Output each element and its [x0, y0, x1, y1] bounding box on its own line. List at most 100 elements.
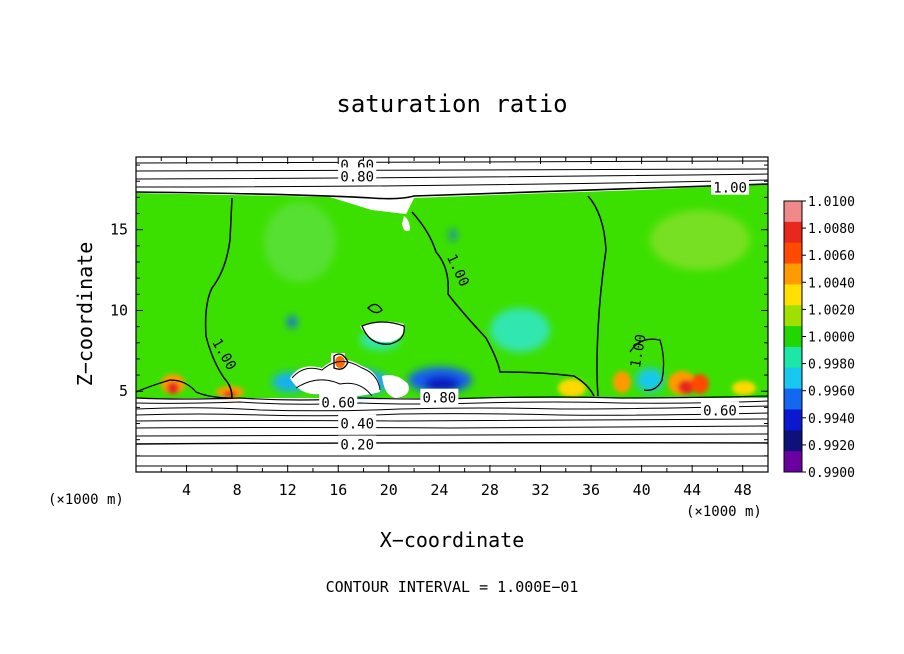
x-tick-label: 28	[481, 481, 499, 499]
colorbar-swatch	[784, 388, 802, 410]
contour-line	[136, 465, 768, 467]
contour-line	[136, 379, 233, 399]
x-tick-label: 12	[279, 481, 297, 499]
warm-spot	[223, 391, 237, 397]
contour-line	[136, 412, 768, 417]
colorbar-swatch	[784, 430, 802, 452]
plot-frame	[135, 156, 769, 473]
contour-label: 0.80	[423, 391, 457, 407]
contour-line	[136, 173, 768, 180]
contour-label-bg	[319, 393, 358, 410]
colorbar-swatch	[784, 451, 802, 473]
warm-spot	[558, 379, 586, 397]
contour-line	[587, 195, 607, 397]
colorbar-swatch	[784, 201, 802, 223]
contour-label: 0.20	[340, 438, 374, 454]
plot-area: 0.600.801.001.001.00 1.000.60 0.800.600.40…	[136, 157, 768, 472]
x-tick-label: 32	[531, 481, 549, 499]
contour-label: 1.00	[628, 333, 650, 369]
deficit-patch	[636, 368, 664, 392]
colorbar-tick-label: 0.9920	[808, 439, 855, 454]
colorbar-tick-label: 0.9940	[808, 412, 855, 427]
contour-line	[291, 361, 381, 391]
x-unit-label-left: (×1000 m)	[48, 492, 124, 508]
x-unit-label-right: (×1000 m)	[686, 504, 762, 520]
colorbar: 1.0100 1.0080 1.0060 1.0040 1.0020 1.0000 0.99…	[783, 195, 855, 481]
contour-label: 0.80	[340, 169, 374, 185]
colorbar-swatch	[784, 284, 802, 306]
contour-label-bg	[338, 435, 377, 452]
contour-line	[136, 418, 768, 422]
warm-spot	[691, 374, 709, 394]
y-axis-label: Z−coordinate	[73, 242, 97, 387]
contour-line	[411, 211, 595, 397]
deficit-patch	[490, 308, 550, 352]
colorbar-tick-label: 0.9960	[808, 385, 855, 400]
colorbar-swatch	[784, 409, 802, 431]
deficit-patch	[424, 376, 460, 392]
y-tick-label: 5	[119, 382, 128, 400]
warm-spot	[613, 371, 631, 393]
x-tick-label: 4	[182, 481, 191, 499]
contour-label-bg	[420, 388, 459, 405]
colorbar-tick-label: 1.0020	[808, 303, 855, 318]
contour-line	[136, 168, 768, 172]
deficit-patch	[264, 202, 336, 282]
contour-label: 0.40	[340, 417, 374, 433]
colorbar-swatch	[784, 263, 802, 285]
colorbar-tick-label: 1.0060	[808, 249, 855, 264]
x-tick-label: 24	[430, 481, 448, 499]
colorbar-swatch	[784, 242, 802, 265]
colorbar-swatch	[784, 221, 802, 244]
deficit-patch	[450, 229, 456, 241]
x-tick-label: 36	[582, 481, 600, 499]
contour-line	[136, 179, 768, 188]
y-tick-label: 10	[110, 301, 128, 319]
x-axis-label: X−coordinate	[380, 528, 525, 552]
colorbar-tick-label: 0.9980	[808, 358, 855, 373]
colorbar-swatch	[784, 367, 802, 390]
contour-interval-note: CONTOUR INTERVAL = 1.000E−01	[326, 578, 579, 596]
contour-line	[136, 183, 768, 200]
contour-line	[136, 405, 768, 412]
chart-title: saturation ratio	[336, 90, 567, 118]
void-region	[330, 196, 414, 214]
x-axis-ticks: 4 8 12 16 20 24 28 32 36 40 44 48	[160, 157, 752, 499]
contour-line	[629, 338, 665, 391]
void-region	[290, 359, 380, 397]
warm-spot	[678, 380, 694, 394]
contour-label-bg	[711, 178, 750, 195]
colorbar-tick-label: 1.0100	[808, 195, 855, 210]
colorbar-swatch	[784, 346, 802, 369]
contour-label-bg	[338, 167, 377, 184]
colorbar-swatch	[784, 326, 802, 348]
contour-line	[136, 455, 768, 457]
x-tick-label: 44	[683, 481, 701, 499]
contour-line	[136, 441, 768, 445]
warm-spot	[732, 381, 756, 395]
contour-line	[136, 425, 768, 429]
contour-line	[295, 379, 373, 397]
contour-line	[361, 321, 405, 345]
y-tick-label: 15	[110, 221, 128, 239]
y-axis-ticks: 5 10 15	[110, 164, 768, 457]
colorbar-tick-label: 1.0040	[808, 276, 855, 291]
colorbar-swatch	[784, 305, 802, 327]
contour-labels: 0.600.801.001.001.00 1.000.60 0.800.600.40…	[208, 157, 750, 454]
void-region	[360, 321, 405, 343]
colorbar-tick-label: 0.9900	[808, 466, 855, 481]
contour-label: 0.60	[321, 396, 355, 412]
contour-lines	[136, 160, 768, 467]
deficit-patch	[287, 316, 297, 328]
x-tick-label: 40	[633, 481, 651, 499]
colorbar-tick-label: 1.0080	[808, 222, 855, 237]
contour-line	[136, 160, 768, 164]
deficit-patch	[650, 210, 750, 270]
x-tick-label: 8	[233, 481, 242, 499]
warm-spot	[167, 382, 179, 394]
contour-label-bg	[700, 401, 739, 418]
x-tick-label: 20	[380, 481, 398, 499]
contour-line	[367, 303, 383, 314]
void-region	[382, 375, 409, 398]
colorbar-tick-label: 1.0000	[808, 331, 855, 346]
